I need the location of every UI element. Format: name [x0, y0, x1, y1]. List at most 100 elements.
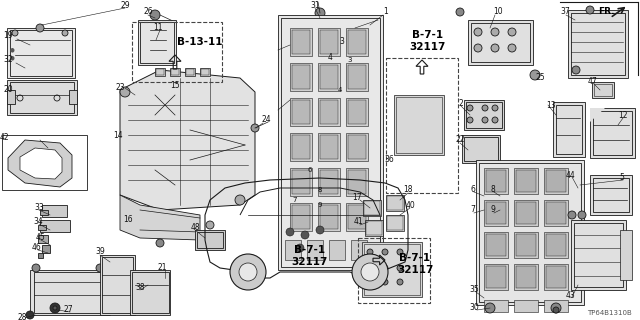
Bar: [574, 223, 623, 287]
Bar: [462, 135, 500, 163]
Text: 6: 6: [308, 167, 312, 173]
Bar: [69, 90, 77, 104]
Text: 19: 19: [3, 31, 13, 41]
Text: 8: 8: [491, 186, 495, 195]
Text: 44: 44: [565, 171, 575, 180]
Bar: [516, 170, 536, 192]
Bar: [387, 216, 403, 230]
Bar: [197, 232, 223, 248]
Circle shape: [492, 105, 498, 111]
Bar: [140, 22, 174, 63]
Circle shape: [568, 211, 576, 219]
Text: 14: 14: [113, 131, 123, 140]
Bar: [346, 203, 368, 231]
Bar: [366, 221, 382, 235]
Bar: [544, 168, 568, 194]
Circle shape: [32, 264, 40, 272]
Bar: [571, 220, 626, 290]
Text: 17: 17: [352, 194, 362, 203]
Bar: [464, 100, 504, 130]
Bar: [464, 137, 498, 161]
Bar: [364, 201, 380, 215]
Bar: [348, 170, 366, 194]
Bar: [130, 270, 170, 315]
Circle shape: [508, 28, 516, 36]
Bar: [290, 203, 312, 231]
Bar: [546, 234, 566, 256]
Text: 4: 4: [338, 87, 342, 93]
Bar: [320, 30, 338, 54]
Text: 43: 43: [565, 291, 575, 300]
Circle shape: [382, 249, 388, 255]
Bar: [318, 98, 340, 126]
Circle shape: [206, 221, 214, 229]
Circle shape: [551, 303, 561, 313]
Bar: [7, 90, 15, 104]
Text: 42: 42: [0, 133, 9, 142]
Text: 7: 7: [292, 197, 297, 203]
Bar: [307, 240, 323, 260]
Bar: [195, 230, 225, 250]
Bar: [155, 68, 165, 76]
Text: 47: 47: [588, 77, 598, 86]
Bar: [318, 203, 340, 231]
Bar: [320, 100, 338, 124]
Bar: [7, 80, 77, 115]
Circle shape: [367, 265, 373, 271]
Bar: [571, 13, 625, 75]
Text: 34: 34: [33, 218, 43, 227]
Text: 12: 12: [618, 110, 628, 119]
Text: 32117: 32117: [292, 257, 328, 267]
Bar: [544, 300, 568, 312]
Bar: [546, 170, 566, 192]
Bar: [346, 168, 368, 196]
Bar: [486, 266, 506, 288]
Bar: [40, 210, 48, 215]
Circle shape: [530, 70, 540, 80]
Bar: [396, 97, 442, 153]
Bar: [593, 111, 632, 155]
Circle shape: [474, 28, 482, 36]
Bar: [471, 23, 530, 62]
Text: 2: 2: [459, 99, 463, 108]
Bar: [292, 65, 310, 89]
Text: 6: 6: [470, 186, 476, 195]
Bar: [592, 82, 614, 98]
Bar: [320, 205, 338, 229]
Bar: [514, 168, 538, 194]
Circle shape: [397, 265, 403, 271]
Text: 24: 24: [261, 116, 271, 124]
Circle shape: [572, 66, 580, 74]
Bar: [348, 30, 366, 54]
Bar: [281, 18, 380, 267]
Bar: [546, 202, 566, 224]
Bar: [30, 270, 110, 315]
Bar: [290, 168, 312, 196]
Circle shape: [553, 307, 559, 313]
Bar: [132, 272, 169, 313]
Bar: [285, 240, 301, 260]
Bar: [516, 202, 536, 224]
Bar: [351, 240, 367, 260]
Text: 31: 31: [310, 1, 320, 10]
Text: B-7-1: B-7-1: [294, 245, 326, 255]
Text: 33: 33: [34, 204, 44, 212]
Circle shape: [482, 117, 488, 123]
Text: 3: 3: [348, 57, 352, 63]
Text: 36: 36: [384, 156, 394, 164]
Text: 20: 20: [3, 85, 13, 94]
Bar: [346, 28, 368, 56]
Text: 11: 11: [153, 23, 163, 33]
Text: 9: 9: [491, 205, 495, 214]
Text: 1: 1: [383, 7, 388, 17]
Bar: [292, 100, 310, 124]
Circle shape: [467, 117, 473, 123]
Circle shape: [456, 8, 464, 16]
Bar: [320, 135, 338, 159]
Text: ●: ●: [10, 47, 14, 52]
Bar: [318, 28, 340, 56]
Circle shape: [235, 195, 245, 205]
Bar: [593, 178, 629, 212]
Bar: [556, 105, 582, 154]
Bar: [329, 240, 345, 260]
